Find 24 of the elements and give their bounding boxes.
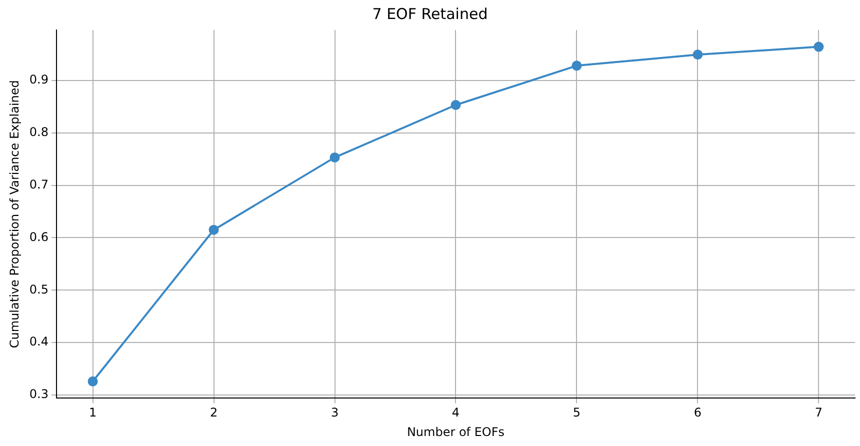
point bbox=[208, 224, 219, 235]
point bbox=[330, 152, 340, 162]
chart-title: 7 EOF Retained bbox=[372, 4, 488, 23]
x-tick-label: 3 bbox=[330, 406, 339, 420]
point bbox=[814, 42, 824, 52]
point bbox=[572, 60, 582, 71]
x-tick-label: 5 bbox=[572, 406, 581, 420]
y-axis-title: Cumulative Proportion of Variance Explained bbox=[7, 80, 22, 348]
y-tick-label: 0.7 bbox=[29, 177, 48, 192]
point bbox=[88, 376, 98, 386]
x-tick-label: 1 bbox=[88, 406, 97, 420]
y-tick-label: 0.6 bbox=[29, 230, 48, 244]
y-tick-label: 0.8 bbox=[29, 124, 48, 139]
point bbox=[450, 100, 461, 110]
point bbox=[692, 50, 703, 60]
y-tick-label: 0.3 bbox=[29, 387, 48, 402]
x-tick-label: 6 bbox=[694, 406, 702, 420]
x-axis-title: Number of EOFs bbox=[406, 424, 505, 439]
y-tick-label: 0.9 bbox=[29, 72, 48, 86]
y-tick-label: 0.5 bbox=[29, 282, 48, 296]
x-tick-label: 7 bbox=[814, 406, 823, 420]
x-tick-label: 2 bbox=[210, 406, 218, 420]
y-tick-label: 0.4 bbox=[29, 334, 48, 349]
x-tick-label: 4 bbox=[452, 406, 460, 420]
